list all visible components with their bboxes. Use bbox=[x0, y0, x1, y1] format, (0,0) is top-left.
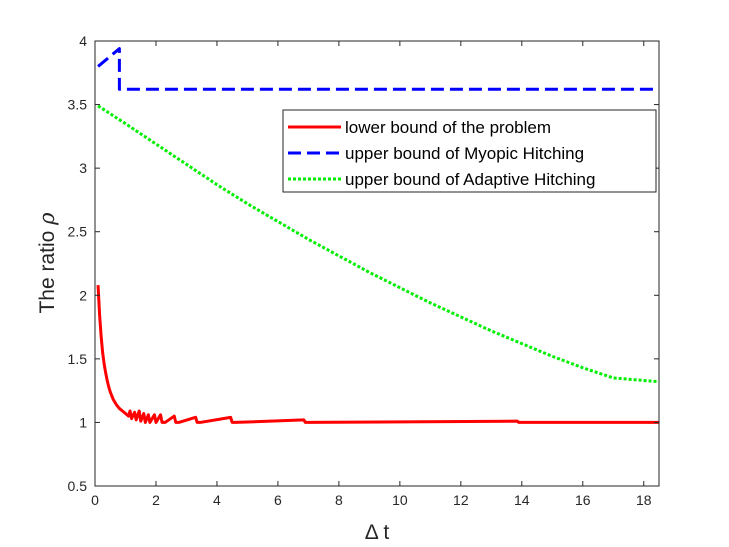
legend-box bbox=[282, 109, 657, 193]
y-axis-title: The ratio ρ bbox=[35, 212, 59, 314]
x-axis-title: Δ t bbox=[365, 521, 390, 544]
y-tick-label: 4 bbox=[79, 33, 87, 49]
y-tick-label: 0.5 bbox=[68, 478, 88, 494]
y-tick-label: 1 bbox=[79, 414, 87, 430]
y-tick-label: 3.5 bbox=[68, 97, 88, 113]
plot-area bbox=[95, 41, 659, 486]
legend: lower bound of the problem upper bound o… bbox=[282, 109, 657, 193]
x-tick-label: 6 bbox=[274, 492, 282, 508]
x-tick-label: 18 bbox=[636, 492, 652, 508]
plot-frame bbox=[94, 40, 660, 487]
x-tick-label: 14 bbox=[514, 492, 530, 508]
y-axis-title-symbol: ρ bbox=[35, 212, 59, 226]
y-axis-title-text: The ratio bbox=[36, 225, 59, 314]
legend-label-lower-bound: lower bound of the problem bbox=[345, 118, 551, 137]
series-line-adaptive-hitching bbox=[97, 104, 660, 384]
y-tick-label: 1.5 bbox=[68, 351, 88, 367]
x-tick-label: 8 bbox=[335, 492, 343, 508]
x-tick-label: 2 bbox=[152, 492, 160, 508]
x-tick-label: 0 bbox=[91, 492, 99, 508]
y-tick-label: 2.5 bbox=[68, 224, 88, 240]
legend-label-adaptive: upper bound of Adaptive Hitching bbox=[345, 170, 595, 189]
series-layer bbox=[96, 47, 660, 424]
y-tick-label: 3 bbox=[79, 160, 87, 176]
legend-label-myopic: upper bound of Myopic Hitching bbox=[345, 144, 584, 163]
x-tick-label: 12 bbox=[453, 492, 469, 508]
series-line-myopic-hitching bbox=[97, 47, 659, 91]
x-tick-label: 10 bbox=[392, 492, 408, 508]
y-tick-label: 2 bbox=[79, 287, 87, 303]
ticks-layer: 0 2 4 6 8 10 12 14 16 18 0.5 1 1.5 2 2.5 3 3.5 4 bbox=[68, 33, 659, 508]
x-tick-label: 16 bbox=[575, 492, 591, 508]
series-line-lower-bound bbox=[96, 285, 659, 424]
x-tick-label: 4 bbox=[213, 492, 221, 508]
